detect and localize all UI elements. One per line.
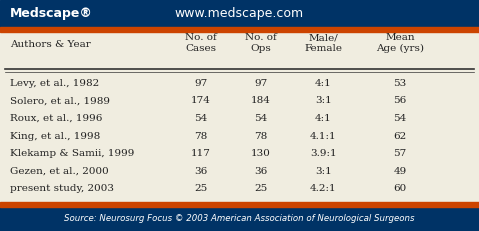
- Text: 4:1: 4:1: [315, 79, 331, 88]
- Text: 3:1: 3:1: [315, 97, 331, 105]
- Text: 174: 174: [191, 97, 211, 105]
- Text: 57: 57: [393, 149, 407, 158]
- Text: Solero, et al., 1989: Solero, et al., 1989: [10, 97, 110, 105]
- Text: Gezen, et al., 2000: Gezen, et al., 2000: [10, 167, 108, 176]
- Text: 4.1:1: 4.1:1: [310, 132, 337, 141]
- Text: 184: 184: [251, 97, 271, 105]
- Text: 25: 25: [194, 184, 208, 193]
- Bar: [0, 27, 479, 32]
- Text: 3.9:1: 3.9:1: [310, 149, 337, 158]
- Text: 53: 53: [393, 79, 407, 88]
- Text: 54: 54: [194, 114, 208, 123]
- Bar: [0, 0, 479, 27]
- Text: 36: 36: [254, 167, 268, 176]
- Text: 97: 97: [194, 79, 208, 88]
- Text: 62: 62: [393, 132, 407, 141]
- Text: 78: 78: [194, 132, 208, 141]
- Text: 97: 97: [254, 79, 268, 88]
- Text: 4:1: 4:1: [315, 114, 331, 123]
- Text: No. of
Ops: No. of Ops: [245, 33, 277, 53]
- Text: Levy, et al., 1982: Levy, et al., 1982: [10, 79, 99, 88]
- Text: 117: 117: [191, 149, 211, 158]
- Text: Source: Neurosurg Focus © 2003 American Association of Neurological Surgeons: Source: Neurosurg Focus © 2003 American …: [64, 214, 415, 223]
- Text: Klekamp & Samii, 1999: Klekamp & Samii, 1999: [10, 149, 134, 158]
- Text: 56: 56: [393, 97, 407, 105]
- Text: Roux, et al., 1996: Roux, et al., 1996: [10, 114, 102, 123]
- Text: 25: 25: [254, 184, 268, 193]
- Text: King, et al., 1998: King, et al., 1998: [10, 132, 100, 141]
- Text: present study, 2003: present study, 2003: [10, 184, 114, 193]
- Bar: [0, 202, 479, 207]
- Text: No. of
Cases: No. of Cases: [185, 33, 217, 53]
- Text: 3:1: 3:1: [315, 167, 331, 176]
- Text: 54: 54: [393, 114, 407, 123]
- Bar: [0, 207, 479, 231]
- Text: 78: 78: [254, 132, 268, 141]
- Text: Authors & Year: Authors & Year: [10, 40, 91, 49]
- Text: Medscape®: Medscape®: [10, 7, 92, 20]
- Text: www.medscape.com: www.medscape.com: [175, 7, 304, 20]
- Text: 4.2:1: 4.2:1: [310, 184, 337, 193]
- Text: 60: 60: [393, 184, 407, 193]
- Text: 49: 49: [393, 167, 407, 176]
- Text: 54: 54: [254, 114, 268, 123]
- Text: Male/
Female: Male/ Female: [304, 33, 342, 53]
- Text: 130: 130: [251, 149, 271, 158]
- Text: Mean
Age (yrs): Mean Age (yrs): [376, 33, 424, 53]
- Text: 36: 36: [194, 167, 208, 176]
